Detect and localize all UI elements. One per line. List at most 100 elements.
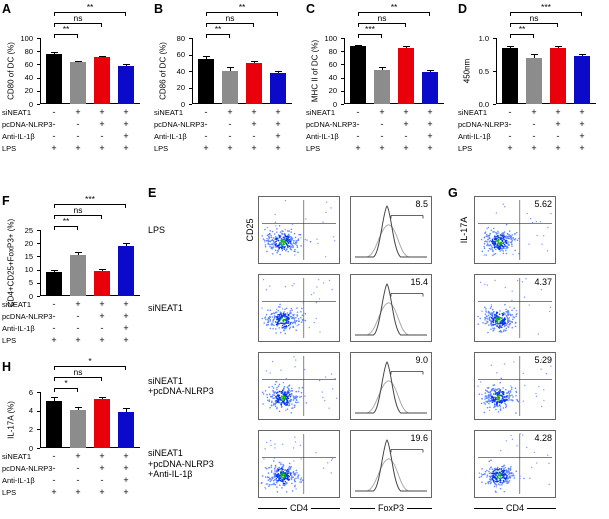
y-tick-label: 15 (24, 251, 33, 261)
y-tick-label: 2 (28, 424, 33, 434)
scatter-plot: 4.37 (474, 274, 556, 342)
y-tick-label: 0 (180, 99, 185, 109)
axis-line (350, 507, 375, 509)
treatment-sign: - (380, 119, 384, 129)
treatment-sign: + (507, 143, 513, 153)
panel-letter-e: E (148, 186, 157, 200)
scatter-plot (258, 274, 340, 342)
treatment-sign: - (52, 311, 56, 321)
treatment-sign: + (75, 451, 81, 461)
treatment-sign: - (52, 463, 56, 473)
treatment-sign: - (508, 119, 512, 129)
treatment-sign: - (76, 323, 80, 333)
treatment-sign: + (99, 119, 105, 129)
y-tick-label: 60 (328, 59, 337, 69)
error-bar (126, 242, 127, 246)
panel-b-chart: B CD86 of DC (%) 0 20 40 60 80 ** ns ** siNEAT1- +… (154, 2, 304, 162)
panel-letter-d: D (458, 2, 468, 16)
error-bar (78, 406, 79, 410)
y-tick-label: 80 (328, 46, 337, 56)
treatment-sign: + (123, 119, 129, 129)
treatment-sign: + (99, 143, 105, 153)
treatment-sign: - (76, 475, 80, 485)
treatment-sign: - (252, 131, 256, 141)
treatment-sign: + (379, 107, 385, 117)
y-tick-label: 0 (332, 99, 337, 109)
sig-bracket (54, 215, 102, 219)
percentage-label: 15.4 (410, 277, 428, 287)
error-bar-cap (75, 61, 82, 63)
axis-line (407, 507, 433, 509)
sig-bracket (54, 204, 126, 208)
y-tick-label: 60 (24, 59, 33, 69)
axis-area (40, 392, 140, 448)
treatment-sign: - (356, 131, 360, 141)
sig-label: ** (238, 2, 246, 12)
y-tick-label: 25 (24, 225, 33, 235)
panel-letter-g: G (448, 186, 458, 200)
y-tick-mark (37, 256, 40, 258)
error-bar-cap (427, 70, 434, 72)
condition-label: siNEAT1 (148, 375, 183, 386)
axis-line (527, 507, 557, 509)
y-tick-mark (37, 282, 40, 284)
sig-bracket (54, 12, 126, 16)
treatment-sign: - (76, 311, 80, 321)
error-bar (382, 67, 383, 70)
sig-label: *** (365, 24, 375, 34)
flow-scatter-svg (478, 200, 552, 260)
error-bar-cap (251, 61, 258, 63)
treatment-sign: + (579, 119, 585, 129)
treatment-sign: - (52, 475, 56, 485)
treatment-sign: - (380, 131, 384, 141)
treatment-sign: - (356, 119, 360, 129)
treatment-sign: + (251, 143, 257, 153)
treatment-name: pcDNA-NLRP3 (2, 464, 53, 473)
sig-bracket (206, 34, 230, 38)
treatment-sign: + (123, 323, 129, 333)
y-tick-mark (37, 429, 40, 431)
error-bar (54, 396, 55, 402)
y-tick-label: 20 (24, 238, 33, 248)
x-axis-label-text: CD4 (506, 503, 525, 513)
treatment-sign: + (75, 299, 81, 309)
treatment-sign: + (123, 311, 129, 321)
sig-bracket (510, 12, 582, 16)
panel-letter-f: F (2, 194, 10, 208)
x-axis-label: CD4 (474, 502, 557, 514)
sig-label: ** (518, 24, 526, 34)
y-tick-mark (37, 243, 40, 245)
axis-line (474, 507, 503, 509)
treatment-sign: + (427, 119, 433, 129)
percentage-label: 9.0 (415, 355, 428, 365)
scatter-plot (258, 196, 340, 264)
panel-letter-c: C (306, 2, 316, 16)
error-bar (54, 270, 55, 273)
treatment-sign: + (123, 335, 129, 345)
condition-label: +Anti-IL-1β (148, 469, 193, 480)
sig-bracket (54, 366, 126, 370)
panel-letter-b: B (154, 2, 164, 16)
treatment-name: LPS (458, 144, 473, 153)
error-bar-cap (51, 396, 58, 398)
bar (46, 53, 62, 104)
treatment-name: pcDNA-NLRP3 (306, 120, 357, 129)
treatment-sign: + (123, 131, 129, 141)
treatment-sign: - (52, 119, 56, 129)
condition-label: siNEAT1 (148, 302, 183, 313)
y-tick-mark (37, 51, 40, 53)
treatment-sign: + (99, 451, 105, 461)
treatment-name: pcDNA-NLRP3 (2, 120, 53, 129)
treatment-sign: + (531, 107, 537, 117)
bar (270, 72, 286, 104)
percentage-label: 4.37 (534, 277, 552, 287)
y-tick-label: 6 (28, 387, 33, 397)
x-axis-label: CD4 (258, 502, 341, 514)
sig-label: ns (73, 13, 83, 23)
sig-label: ** (214, 24, 222, 34)
y-tick-label: 0.5 (478, 66, 489, 76)
bar (246, 62, 262, 104)
y-tick-mark (189, 71, 192, 72)
y-tick-mark (37, 392, 40, 393)
y-tick-label: 5 (28, 278, 33, 288)
